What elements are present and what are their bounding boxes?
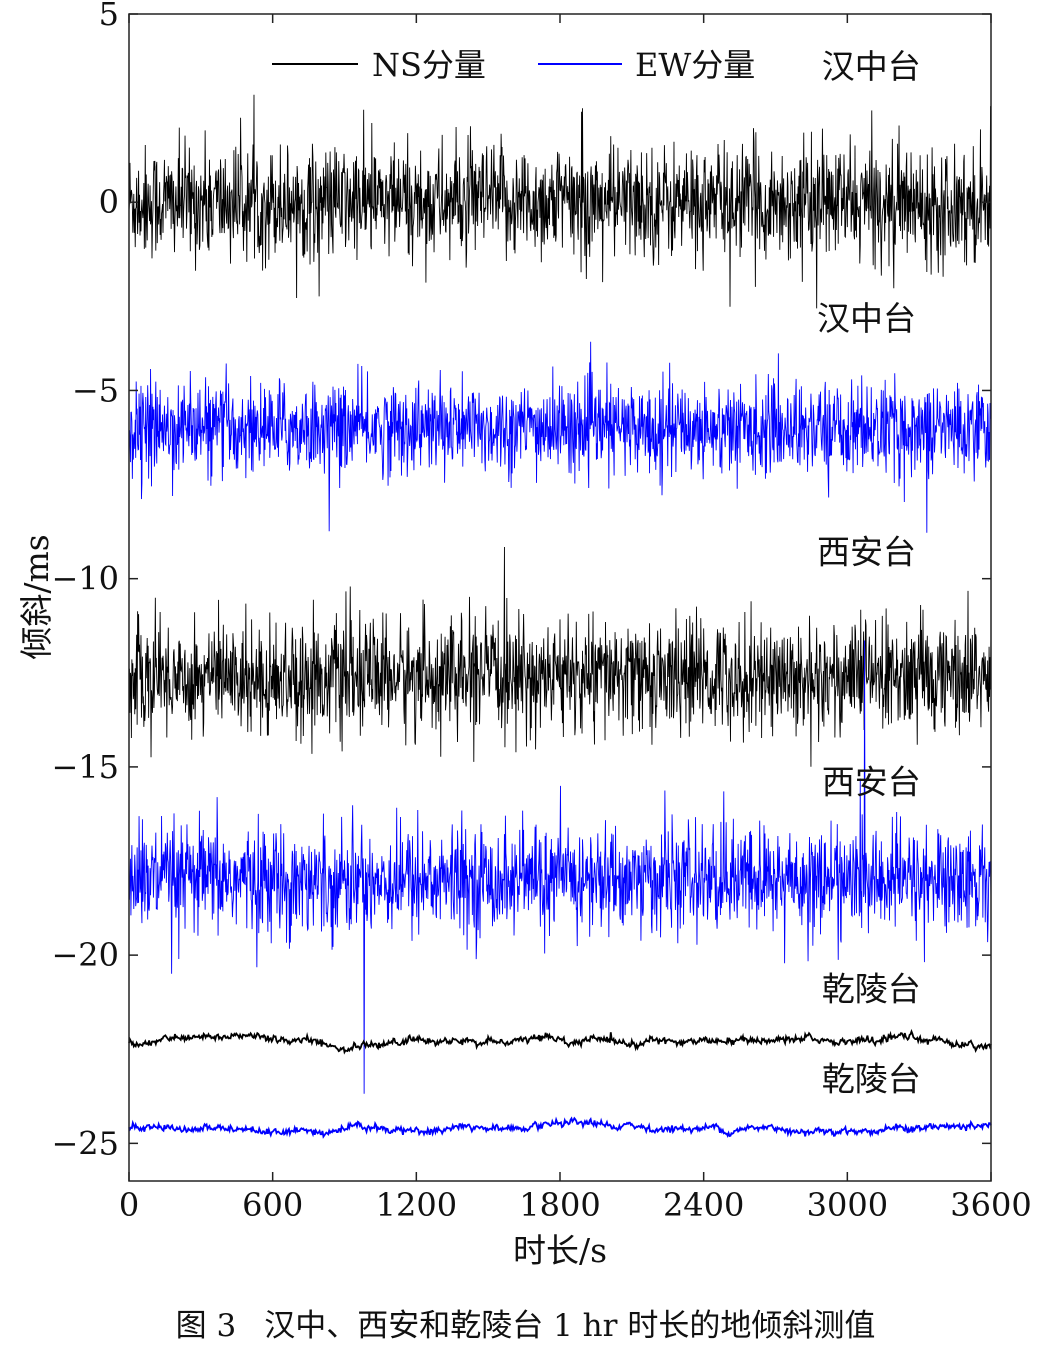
figure-caption: 图 3 汉中、西安和乾陵台 1 hr 时长的地倾斜测值 [0,1300,1051,1345]
x-tick-label-1: 600 [242,1186,303,1224]
series-ew-1 [128,341,992,533]
legend-label-ns: NS分量 [372,46,486,84]
y-tick-label-1: 0 [99,183,119,221]
legend-label-ew: EW分量 [635,46,755,84]
series-ns-0 [128,94,992,309]
figure-caption-text: 汉中、西安和乾陵台 1 hr 时长的地倾斜测值 [264,1308,876,1344]
station-label-0: 汉中台 [822,47,921,86]
y-tick-label-2: −5 [72,371,119,409]
station-label-1: 汉中台 [817,299,916,338]
station-label-3: 西安台 [822,762,921,801]
station-label-2: 西安台 [817,533,916,572]
x-tick-label-5: 3000 [807,1186,888,1224]
series-ew-3 [128,640,992,1094]
series-ns-2 [128,546,992,767]
x-tick-label-6: 3600 [950,1186,1031,1224]
station-label-4: 乾陵台 [822,969,921,1008]
x-tick-label-3: 1800 [519,1186,600,1224]
axes: 0 600 1200 1800 2400 3000 3600 5 0 −5 −10 −15 −20 −25 [51,0,1031,1224]
y-tick-label-3: −10 [51,560,119,598]
series-ew-5 [128,1116,992,1139]
legend: NS分量 EW分量 [272,46,755,84]
x-axis-label: 时长/s [513,1231,607,1270]
figure-number: 图 3 [175,1308,237,1344]
x-tick-label-0: 0 [119,1186,139,1224]
y-tick-label-6: −25 [51,1124,119,1162]
station-label-5: 乾陵台 [822,1060,921,1099]
y-tick-label-5: −20 [51,936,119,974]
x-tick-label-4: 2400 [663,1186,744,1224]
x-tick-label-2: 1200 [376,1186,457,1224]
y-tick-label-0: 5 [99,0,119,33]
series-layer [128,94,992,1139]
y-tick-label-4: −15 [51,748,119,786]
series-ns-4 [128,1028,992,1055]
y-axis-label: 倾斜/ms [17,534,56,659]
